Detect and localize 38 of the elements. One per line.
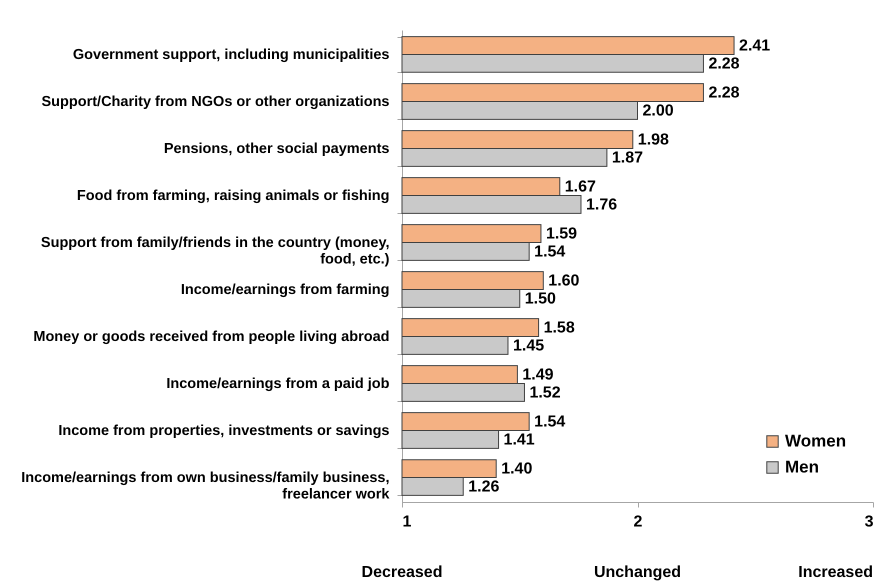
data-label: 1.76 [586,196,618,214]
x-tick-label: 1 [402,514,412,530]
y-tick-label: Support from family/friends in the country (money, food, etc.) [40,234,390,268]
data-label: 1.52 [529,384,561,402]
data-label: 2.28 [708,84,740,102]
data-label: 2.00 [642,102,674,120]
x-tick-label: 3 [864,514,874,530]
data-label: 1.54 [534,243,566,260]
data-label: 1.67 [564,178,596,196]
text: Decreased [362,564,442,581]
y-tick-label: Food from farming, raising animals or fishing [76,188,390,204]
data-label: 1.60 [548,272,580,290]
data-label: 1.45 [512,337,544,354]
legend-label: Women [785,432,846,450]
text: Increased [798,564,873,581]
data-label: 1.59 [546,226,578,243]
y-tick-label: Support/Charity from NGOs or other organizations [41,94,390,110]
data-label: 1.40 [501,460,532,478]
y-tick-label: Government support, including municipalities [72,46,390,63]
data-label: 1.58 [544,320,575,337]
y-tick-label: Pensions, other social payments [164,140,390,157]
data-label: 2.41 [739,38,770,55]
legend-label: Men [785,458,819,476]
y-tick-label: Income from properties, investments or savings [58,423,390,440]
data-label: 1.26 [468,478,500,496]
y-tick-label: Income/earnings from farming [180,282,390,298]
text: Unchanged [594,564,682,581]
y-tick-label: Money or goods received from people living abroad [33,329,390,346]
data-label: 1.41 [504,431,535,448]
data-label: 1.54 [534,414,566,431]
y-tick-label: Income/earnings from own business/family business, freelancer work [21,470,390,503]
data-label: 1.87 [612,149,644,166]
data-label: 1.98 [638,132,670,149]
y-tick-label: Income/earnings from a paid job [166,376,390,392]
x-tick-label: 2 [634,514,643,530]
data-label: 1.50 [524,290,556,308]
data-label: 1.49 [522,366,554,384]
data-label: 2.28 [708,55,740,72]
